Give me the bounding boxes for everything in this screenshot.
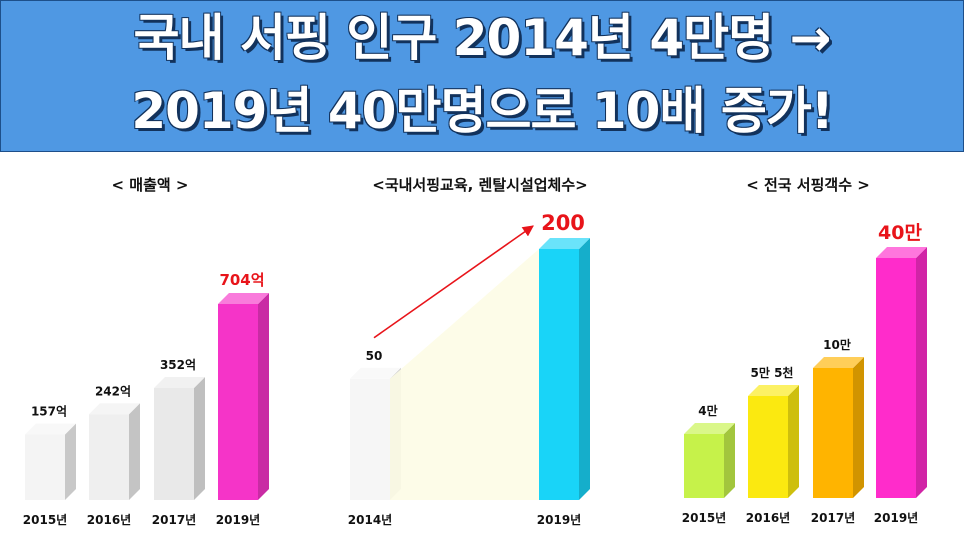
data-label: 704억: [219, 271, 264, 289]
revenue-chart: < 매출액 > 157억 2015년 242억 2016년 352억 2017년 704억 20…: [23, 176, 269, 527]
category-label: 2017년: [152, 513, 196, 527]
category-label: 2019년: [216, 513, 260, 527]
data-label: 352억: [160, 358, 196, 372]
category-label: 2019년: [874, 511, 918, 525]
data-label: 10만: [823, 337, 851, 352]
growth-arrow: [373, 225, 534, 339]
bar-2015년: [684, 423, 735, 498]
data-label: 242억: [95, 384, 131, 398]
category-label: 2014년: [348, 513, 392, 527]
category-label: 2019년: [537, 513, 581, 527]
banner-headline-line-2: 2019년 40만명으로 10배 증가!: [131, 82, 833, 140]
bar-2017년: [154, 377, 205, 500]
surfer-count-chart: < 전국 서핑객수 > 4만 2015년 5만 5천 2016년 10만 2017년 40만 2…: [682, 176, 927, 525]
data-label: 50: [366, 349, 383, 363]
chart-title: < 매출액 >: [112, 176, 189, 194]
data-label: 4만: [698, 403, 717, 418]
data-label: 200: [541, 211, 585, 235]
banner-headline-line-1: 국내 서핑 인구 2014년 4만명 →: [133, 9, 832, 67]
title-banner: 국내 서핑 인구 2014년 4만명 → 2019년 40만명으로 10배 증가…: [0, 0, 964, 152]
bar-2016년: [748, 385, 799, 498]
bar-2016년: [89, 403, 140, 500]
chart-title: < 전국 서핑객수 >: [746, 176, 870, 194]
bar-2015년: [25, 423, 76, 500]
growth-wedge: [390, 249, 539, 500]
category-label: 2017년: [811, 511, 855, 525]
bar-2017년: [813, 357, 864, 498]
chart-title: <국내서핑교육, 렌탈시설업체수>: [372, 176, 587, 194]
category-label: 2015년: [682, 511, 726, 525]
data-label: 5만 5천: [751, 365, 794, 380]
bar-2019년: [539, 238, 590, 500]
bar-2019년: [876, 247, 927, 498]
surf-business-count-chart: <국내서핑교육, 렌탈시설업체수> 50 2014년 200 2019년: [348, 176, 590, 527]
category-label: 2016년: [87, 513, 131, 527]
data-label: 157억: [31, 405, 67, 419]
category-label: 2016년: [746, 511, 790, 525]
data-label: 40만: [878, 222, 922, 244]
bar-2019년: [218, 293, 269, 500]
category-label: 2015년: [23, 513, 67, 527]
